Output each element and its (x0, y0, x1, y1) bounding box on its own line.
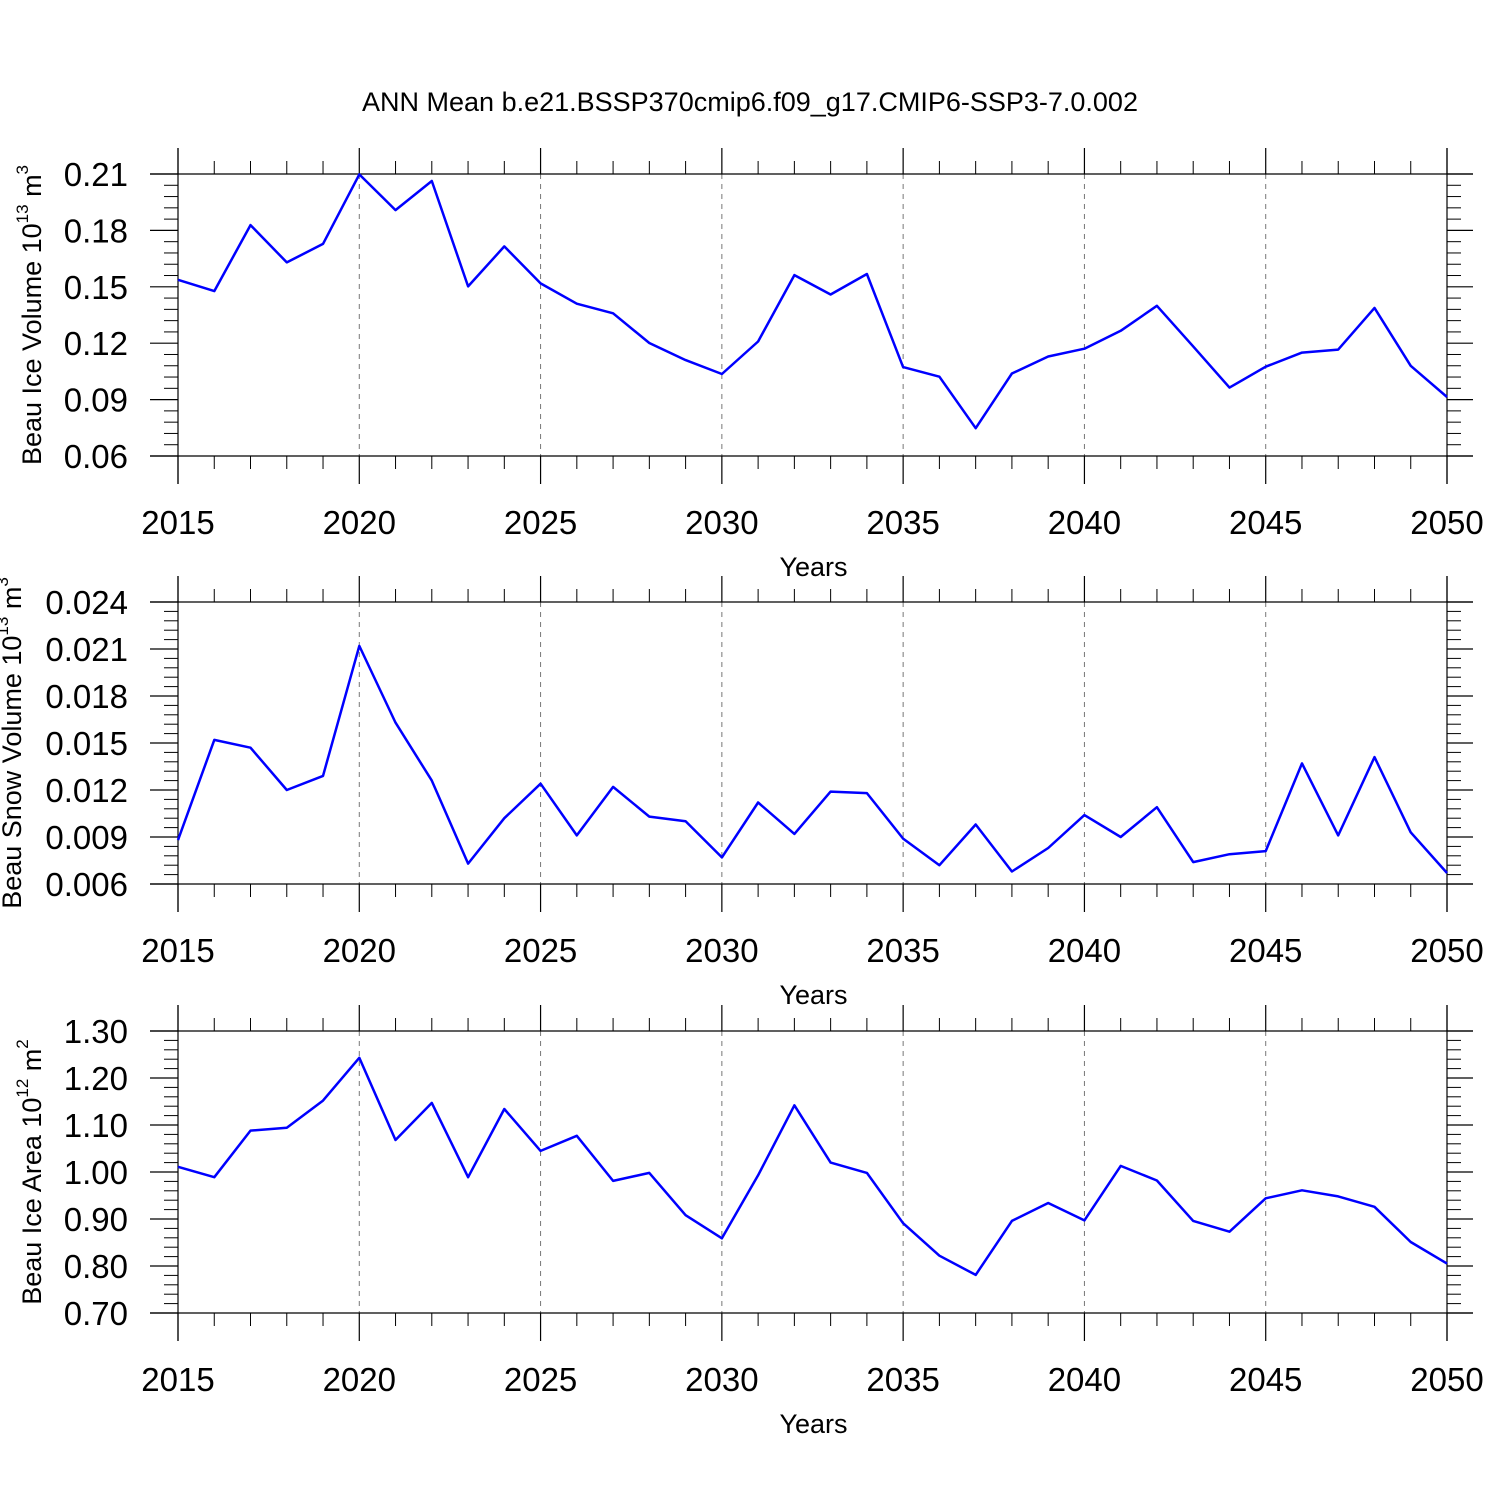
x-tick-label: 2050 (1410, 1361, 1483, 1398)
x-tick-label: 2035 (866, 1361, 939, 1398)
y-tick-label: 0.024 (45, 584, 128, 621)
y-tick-label: 0.80 (64, 1248, 128, 1285)
y-axis-title: Beau Ice Area 1012 m2 (13, 1039, 47, 1305)
x-tick-label: 2020 (323, 1361, 396, 1398)
y-tick-label: 0.15 (64, 269, 128, 306)
y-axis-title-unit: m (17, 1049, 47, 1079)
y-axis-title-exponent: 13 (13, 204, 32, 223)
x-axis-title: Years (779, 552, 847, 582)
x-tick-label: 2030 (685, 1361, 758, 1398)
chart-panel-1: 2015 2020 2025 2030 2035 2040 2045 2050 0.06 0.09… (13, 148, 1484, 582)
x-tick-label: 2035 (866, 932, 939, 969)
y-axis-title-unit-exponent: 3 (0, 577, 12, 586)
x-tick-label: 2040 (1048, 1361, 1121, 1398)
y-tick-label: 0.015 (45, 725, 128, 762)
y-tick-label: 0.009 (45, 819, 128, 856)
y-tick-label: 1.00 (64, 1154, 128, 1191)
y-axis-title-text: Beau Ice Area 10 (17, 1098, 47, 1305)
chart-panel-2: 2015 2020 2025 2030 2035 2040 2045 2050 0.006 0.0… (0, 576, 1484, 1010)
x-axis-title: Years (779, 1409, 847, 1439)
chart-panels: 2015 2020 2025 2030 2035 2040 2045 2050 0.06 0.09… (0, 148, 1484, 1439)
x-tick-label: 2020 (323, 932, 396, 969)
x-tick-label: 2020 (323, 504, 396, 541)
x-tick-label: 2015 (141, 504, 214, 541)
y-tick-label: 0.21 (64, 156, 128, 193)
y-axis-title-text: Beau Snow Volume 10 (0, 636, 27, 909)
y-axis-title-exponent: 13 (0, 617, 12, 636)
chart-title: ANN Mean b.e21.BSSP370cmip6.f09_g17.CMIP… (362, 87, 1138, 117)
x-tick-label: 2025 (504, 1361, 577, 1398)
y-tick-label: 0.021 (45, 631, 128, 668)
x-tick-label: 2025 (504, 504, 577, 541)
series-line (176, 644, 1448, 874)
x-tick-label: 2015 (141, 1361, 214, 1398)
y-axis-title-unit: m (17, 174, 47, 204)
y-tick-label: 0.06 (64, 438, 128, 475)
y-tick-label: 0.09 (64, 382, 128, 419)
y-axis-title-unit-exponent: 2 (13, 1039, 32, 1048)
x-tick-label: 2040 (1048, 504, 1121, 541)
x-tick-label: 2050 (1410, 932, 1483, 969)
y-axis-title-unit: m (0, 587, 27, 617)
chart-panel-3: 2015 2020 2025 2030 2035 2040 2045 2050 0.70 0.80… (13, 1005, 1484, 1439)
x-tick-label: 2035 (866, 504, 939, 541)
y-axis-title-unit-exponent: 3 (13, 165, 32, 174)
y-tick-label: 0.018 (45, 678, 128, 715)
y-tick-label: 1.30 (64, 1013, 128, 1050)
x-tick-label: 2045 (1229, 1361, 1302, 1398)
x-axis-title: Years (779, 980, 847, 1010)
y-axis-title-exponent: 12 (13, 1079, 32, 1098)
series-line (177, 173, 1448, 430)
x-tick-label: 2025 (504, 932, 577, 969)
y-tick-label: 0.70 (64, 1295, 128, 1332)
x-tick-label: 2040 (1048, 932, 1121, 969)
y-tick-label: 1.20 (64, 1060, 128, 1097)
y-axis-title: Beau Ice Volume 1013 m3 (13, 165, 47, 465)
series-line (177, 1056, 1448, 1277)
y-tick-label: 0.012 (45, 772, 128, 809)
x-tick-label: 2045 (1229, 932, 1302, 969)
y-axis-title-text: Beau Ice Volume 10 (17, 223, 47, 465)
y-tick-label: 1.10 (64, 1107, 128, 1144)
y-axis-title: Beau Snow Volume 1013 m3 (0, 577, 27, 909)
x-tick-label: 2045 (1229, 504, 1302, 541)
x-tick-label: 2030 (685, 932, 758, 969)
y-tick-label: 0.006 (45, 866, 128, 903)
y-tick-label: 0.90 (64, 1201, 128, 1238)
y-tick-label: 0.18 (64, 212, 128, 249)
y-tick-label: 0.12 (64, 325, 128, 362)
x-tick-label: 2015 (141, 932, 214, 969)
x-tick-label: 2050 (1410, 504, 1483, 541)
x-tick-label: 2030 (685, 504, 758, 541)
